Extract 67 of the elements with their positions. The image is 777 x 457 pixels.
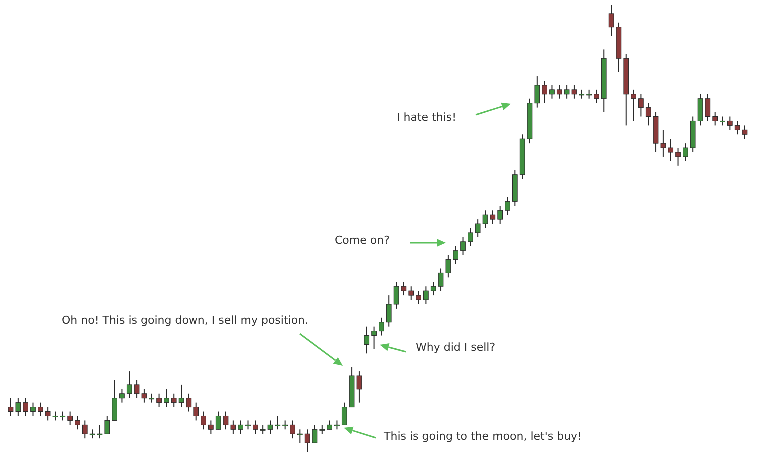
candlestick: [379, 317, 384, 336]
annotation: Come on?: [335, 234, 390, 247]
candlestick: [275, 416, 281, 430]
candlestick: [430, 282, 436, 296]
candlestick: [534, 76, 540, 108]
candlestick: [156, 393, 162, 408]
candlestick: [23, 398, 28, 417]
candlestick: [164, 388, 170, 408]
candlestick: [208, 420, 214, 435]
annotation: Oh no! This is going down, I sell my position.: [62, 314, 309, 327]
candlestick: [216, 411, 222, 430]
candlestick: [8, 398, 14, 417]
candlestick: [698, 94, 704, 126]
candlestick: [30, 402, 36, 417]
candlestick: [171, 393, 177, 408]
candlestick: [460, 236, 466, 256]
candlestick: [668, 138, 674, 162]
candlestick: [297, 429, 303, 444]
annotation: I hate this!: [397, 111, 457, 124]
candlestick: [201, 411, 206, 430]
candlestick: [505, 196, 510, 216]
candlestick: [112, 380, 118, 422]
candlestick: [268, 420, 274, 435]
candlestick: [45, 406, 51, 422]
candlestick: [82, 420, 88, 440]
candlestick: [453, 246, 459, 265]
candlestick: [342, 402, 348, 426]
candlestick: [490, 210, 496, 225]
annotation: This is going to the moon, let's buy!: [383, 430, 582, 443]
candlestick: [556, 84, 562, 100]
candlestick: [631, 89, 636, 122]
candlestick: [676, 148, 681, 166]
candlestick: [542, 80, 548, 104]
candlestick: [372, 326, 377, 350]
candlestick: [594, 89, 600, 104]
candlestick: [705, 94, 711, 122]
candlestick: [550, 84, 555, 100]
candlestick: [386, 295, 392, 328]
candlestick: [734, 120, 740, 136]
candlestick: [120, 388, 125, 404]
candlestick: [728, 116, 733, 131]
candlestick: [253, 420, 258, 435]
candlestick: [498, 206, 503, 225]
candlestick: [194, 402, 200, 422]
candlestick: [290, 420, 296, 440]
candlestick: [364, 326, 370, 354]
candlestick: [468, 228, 474, 247]
candlestick: [75, 416, 80, 430]
candlestick: [126, 371, 132, 399]
annotation: Why did I sell?: [416, 341, 496, 354]
candlestick: [16, 398, 22, 417]
candlestick: [68, 411, 73, 426]
candlestick: [638, 94, 644, 118]
candlestick: [38, 402, 44, 417]
candlestick: [482, 210, 488, 229]
candlestick: [416, 290, 422, 305]
candlestick: [742, 125, 748, 140]
candlestick: [475, 219, 481, 238]
candlestick: [104, 416, 110, 435]
candlestick: [230, 420, 236, 435]
candlestick: [424, 286, 429, 305]
candlestick: [238, 420, 244, 435]
candlestick: [223, 411, 229, 430]
candlestick: [408, 286, 414, 301]
candlestick: [646, 102, 652, 126]
candlestick: [683, 143, 688, 162]
candlestick: [712, 112, 718, 126]
